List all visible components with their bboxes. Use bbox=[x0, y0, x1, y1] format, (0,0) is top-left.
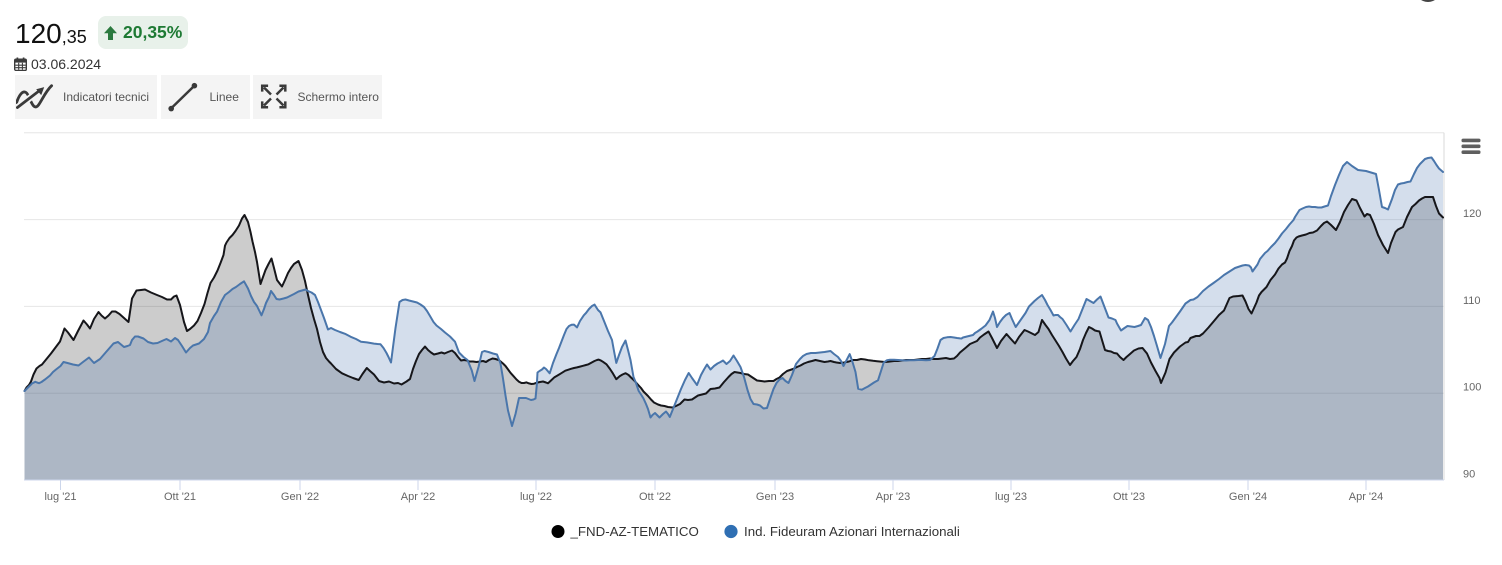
svg-text:Gen '23: Gen '23 bbox=[756, 491, 794, 503]
svg-text:110: 110 bbox=[1463, 295, 1481, 307]
svg-text:lug '22: lug '22 bbox=[520, 491, 552, 503]
svg-text:90: 90 bbox=[1463, 469, 1475, 481]
svg-text:100: 100 bbox=[1463, 382, 1481, 394]
svg-text:Apr '23: Apr '23 bbox=[876, 491, 911, 503]
svg-text:Gen '24: Gen '24 bbox=[1229, 491, 1267, 503]
svg-text:Ott '22: Ott '22 bbox=[639, 491, 671, 503]
svg-text:120: 120 bbox=[1463, 208, 1481, 220]
svg-text:Ott '21: Ott '21 bbox=[164, 491, 196, 503]
svg-text:lug '21: lug '21 bbox=[44, 491, 76, 503]
svg-text:Apr '24: Apr '24 bbox=[1349, 491, 1384, 503]
svg-text:Ott '23: Ott '23 bbox=[1113, 491, 1145, 503]
svg-text:Apr '22: Apr '22 bbox=[401, 491, 436, 503]
svg-text:Ind. Fideuram Azionari Interna: Ind. Fideuram Azionari Internazionali bbox=[744, 524, 960, 539]
svg-text:_FND-AZ-TEMATICO: _FND-AZ-TEMATICO bbox=[570, 524, 699, 539]
svg-text:lug '23: lug '23 bbox=[995, 491, 1027, 503]
svg-text:Gen '22: Gen '22 bbox=[281, 491, 319, 503]
